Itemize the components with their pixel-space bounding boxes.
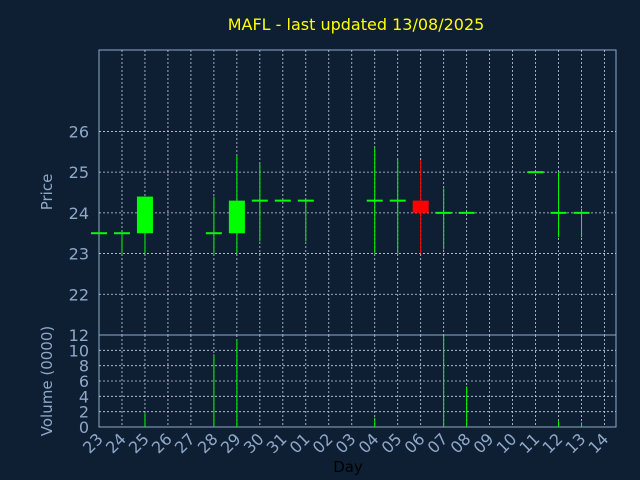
- volume-tick-label: 4: [79, 387, 89, 406]
- volume-tick-label: 6: [79, 372, 89, 391]
- volume-grid: [99, 335, 616, 427]
- volume-tick-label: 12: [69, 326, 89, 345]
- price-axis-label: Price: [38, 174, 56, 211]
- candle-body: [412, 200, 429, 213]
- candle-body: [113, 232, 130, 235]
- price-tick-label: 23: [69, 245, 89, 264]
- candle-body: [251, 199, 268, 202]
- volume-tick-label: 2: [79, 403, 89, 422]
- price-grid: [99, 50, 616, 335]
- candle-body: [366, 199, 383, 202]
- x-tick-label: 14: [585, 429, 613, 457]
- price-plot-area: [98, 49, 617, 336]
- volume-tick-label: 0: [79, 418, 89, 437]
- candles: [91, 147, 590, 254]
- candle-body: [458, 211, 475, 214]
- candle-body: [297, 199, 314, 202]
- price-tick-label: 25: [69, 163, 89, 182]
- x-axis-ticks: 2324252627282930310102030405060708091011…: [79, 429, 612, 457]
- candle-body: [274, 199, 291, 202]
- candle-body: [389, 199, 406, 202]
- candle-body: [205, 232, 222, 235]
- price-tick-label: 24: [69, 204, 89, 223]
- price-tick-label: 22: [69, 285, 89, 304]
- candle-body: [228, 200, 245, 234]
- price-y-ticks: 22 23 24 25 26: [69, 122, 89, 304]
- candle-body: [527, 171, 544, 174]
- volume-bars: [144, 335, 583, 427]
- candle-body: [91, 232, 107, 235]
- x-axis-label: Day: [333, 458, 363, 476]
- volume-axis-label: Volume (0000): [38, 326, 56, 436]
- candle-body: [573, 211, 590, 214]
- chart-title: MAFL - last updated 13/08/2025: [228, 15, 485, 34]
- price-panel: 22 23 24 25 26 Price: [38, 49, 617, 336]
- volume-tick-label: 10: [69, 341, 89, 360]
- candle-body: [136, 196, 153, 234]
- price-tick-label: 26: [69, 122, 89, 141]
- candle-body: [435, 211, 452, 214]
- volume-tick-label: 8: [79, 357, 89, 376]
- candle-body: [550, 211, 567, 214]
